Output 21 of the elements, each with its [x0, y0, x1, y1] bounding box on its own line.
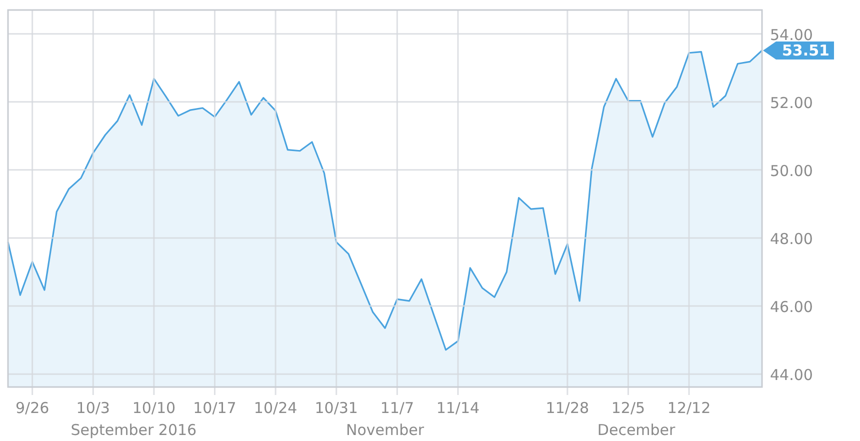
y-tick-label: 48.00	[770, 230, 813, 248]
x-tick-label: 12/12	[667, 399, 711, 417]
y-tick-label: 52.00	[770, 94, 813, 112]
x-tick-label: 10/31	[314, 399, 358, 417]
y-tick-label: 46.00	[770, 298, 813, 316]
x-tick-label: 11/7	[380, 399, 414, 417]
x-tick-label: 10/17	[193, 399, 236, 417]
x-tick-label: 12/5	[611, 399, 646, 417]
x-tick-label: 9/26	[15, 399, 50, 417]
text: November	[346, 421, 425, 439]
y-tick-label: 50.00	[770, 162, 813, 180]
data-label: 53.51	[782, 41, 830, 60]
x-tick-label: 11/28	[546, 399, 590, 417]
y-tick-label: 54.00	[770, 26, 813, 44]
text: December	[597, 421, 676, 439]
x-tick-label: 10/10	[132, 399, 176, 417]
x-tick-label: 10/24	[254, 399, 298, 417]
text: September 2016	[70, 421, 197, 439]
y-tick-label: 44.00	[770, 366, 813, 384]
x-tick-label: 10/3	[76, 399, 110, 417]
x-tick-label: 11/14	[436, 399, 480, 417]
